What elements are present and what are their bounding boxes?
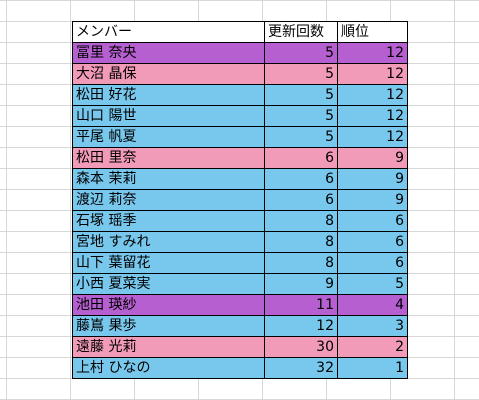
- cell-name[interactable]: 冨里 奈央: [72, 42, 265, 64]
- cell-name[interactable]: 山口 陽世: [72, 105, 265, 127]
- header-member[interactable]: メンバー: [72, 21, 265, 43]
- cell-name[interactable]: 小西 夏菜実: [72, 273, 265, 295]
- cell-rank[interactable]: 12: [337, 84, 408, 106]
- cell-rank[interactable]: 6: [337, 231, 408, 253]
- table-row: 山下 葉留花 8 6: [72, 252, 408, 274]
- table-row: 大沼 晶保 5 12: [72, 63, 408, 85]
- cell-name[interactable]: 池田 瑛紗: [72, 294, 265, 316]
- cell-updates[interactable]: 6: [264, 189, 338, 211]
- table-row: 松田 好花 5 12: [72, 84, 408, 106]
- table-row: 冨里 奈央 5 12: [72, 42, 408, 64]
- cell-updates[interactable]: 12: [264, 315, 338, 337]
- cell-updates[interactable]: 5: [264, 126, 338, 148]
- cell-updates[interactable]: 11: [264, 294, 338, 316]
- cell-updates[interactable]: 5: [264, 42, 338, 64]
- table-row: 池田 瑛紗 11 4: [72, 294, 408, 316]
- ranking-table: メンバー 更新回数 順位 冨里 奈央 5 12 大沼 晶保 5 12 松田 好花 5 12 …: [72, 21, 408, 379]
- cell-rank[interactable]: 3: [337, 315, 408, 337]
- cell-rank[interactable]: 4: [337, 294, 408, 316]
- table-row: 森本 茉莉 6 9: [72, 168, 408, 190]
- header-updates[interactable]: 更新回数: [264, 21, 338, 43]
- cell-updates[interactable]: 5: [264, 84, 338, 106]
- cell-rank[interactable]: 9: [337, 147, 408, 169]
- table-row: 山口 陽世 5 12: [72, 105, 408, 127]
- cell-updates[interactable]: 8: [264, 231, 338, 253]
- cell-updates[interactable]: 8: [264, 210, 338, 232]
- cell-name[interactable]: 森本 茉莉: [72, 168, 265, 190]
- table-row: 小西 夏菜実 9 5: [72, 273, 408, 295]
- cell-rank[interactable]: 1: [337, 357, 408, 379]
- header-rank[interactable]: 順位: [337, 21, 408, 43]
- cell-name[interactable]: 大沼 晶保: [72, 63, 265, 85]
- cell-name[interactable]: 遠藤 光莉: [72, 336, 265, 358]
- table-row: 上村 ひなの 32 1: [72, 357, 408, 379]
- cell-updates[interactable]: 30: [264, 336, 338, 358]
- header-row: メンバー 更新回数 順位: [72, 21, 408, 43]
- cell-rank[interactable]: 5: [337, 273, 408, 295]
- cell-name[interactable]: 石塚 瑶季: [72, 210, 265, 232]
- cell-name[interactable]: 松田 里奈: [72, 147, 265, 169]
- cell-updates[interactable]: 32: [264, 357, 338, 379]
- cell-updates[interactable]: 6: [264, 168, 338, 190]
- cell-rank[interactable]: 12: [337, 126, 408, 148]
- cell-rank[interactable]: 6: [337, 210, 408, 232]
- table-row: 平尾 帆夏 5 12: [72, 126, 408, 148]
- table-row: 宮地 すみれ 8 6: [72, 231, 408, 253]
- table-row: 藤嶌 果歩 12 3: [72, 315, 408, 337]
- cell-name[interactable]: 渡辺 莉奈: [72, 189, 265, 211]
- cell-rank[interactable]: 12: [337, 42, 408, 64]
- cell-updates[interactable]: 5: [264, 63, 338, 85]
- cell-updates[interactable]: 5: [264, 105, 338, 127]
- table-row: 渡辺 莉奈 6 9: [72, 189, 408, 211]
- cell-rank[interactable]: 9: [337, 189, 408, 211]
- cell-updates[interactable]: 9: [264, 273, 338, 295]
- cell-name[interactable]: 山下 葉留花: [72, 252, 265, 274]
- cell-rank[interactable]: 6: [337, 252, 408, 274]
- cell-name[interactable]: 上村 ひなの: [72, 357, 265, 379]
- cell-name[interactable]: 平尾 帆夏: [72, 126, 265, 148]
- cell-updates[interactable]: 6: [264, 147, 338, 169]
- cell-rank[interactable]: 12: [337, 105, 408, 127]
- cell-rank[interactable]: 9: [337, 168, 408, 190]
- table-row: 松田 里奈 6 9: [72, 147, 408, 169]
- cell-name[interactable]: 藤嶌 果歩: [72, 315, 265, 337]
- table-row: 石塚 瑶季 8 6: [72, 210, 408, 232]
- table-row: 遠藤 光莉 30 2: [72, 336, 408, 358]
- cell-rank[interactable]: 2: [337, 336, 408, 358]
- cell-name[interactable]: 宮地 すみれ: [72, 231, 265, 253]
- cell-updates[interactable]: 8: [264, 252, 338, 274]
- cell-rank[interactable]: 12: [337, 63, 408, 85]
- cell-name[interactable]: 松田 好花: [72, 84, 265, 106]
